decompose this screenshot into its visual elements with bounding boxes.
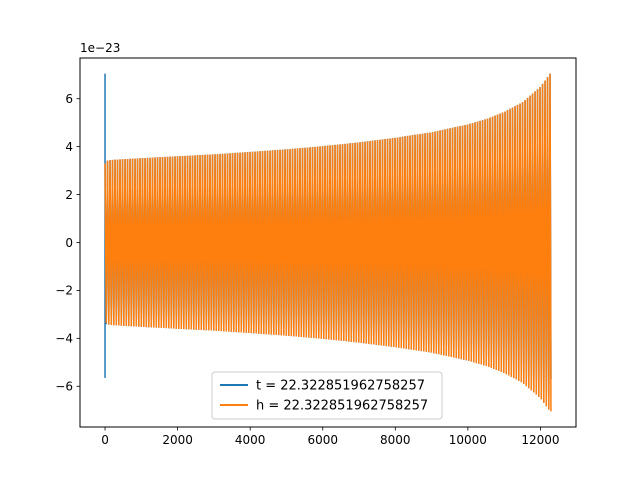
legend-label-2: h = 22.322851962758257 [256,399,428,414]
y-offset-label: 1e−23 [80,41,120,55]
plot-area [104,73,552,412]
x-tick-label: 10000 [449,433,487,447]
y-tick-label: 2 [65,188,73,202]
y-tick-label: −4 [55,332,73,346]
x-tick-label: 6000 [307,433,338,447]
y-axis: −6 −4 −2 0 2 4 6 [55,92,80,394]
x-tick-label: 12000 [521,433,559,447]
y-tick-label: −6 [55,380,73,394]
x-tick-label: 2000 [162,433,193,447]
x-tick-label: 8000 [380,433,411,447]
y-tick-label: 0 [65,236,73,250]
x-tick-label: 0 [101,433,109,447]
y-tick-label: 4 [65,140,73,154]
x-axis: 0 2000 4000 6000 8000 10000 12000 [101,427,560,447]
legend-label-1: t = 22.322851962758257 [256,379,425,394]
y-tick-label: 6 [65,92,73,106]
legend-box [211,371,443,420]
legend: t = 22.322851962758257 h = 22.32285196275… [211,371,443,420]
x-tick-label: 4000 [235,433,266,447]
y-tick-label: −2 [55,284,73,298]
series-line-2 [104,73,552,412]
